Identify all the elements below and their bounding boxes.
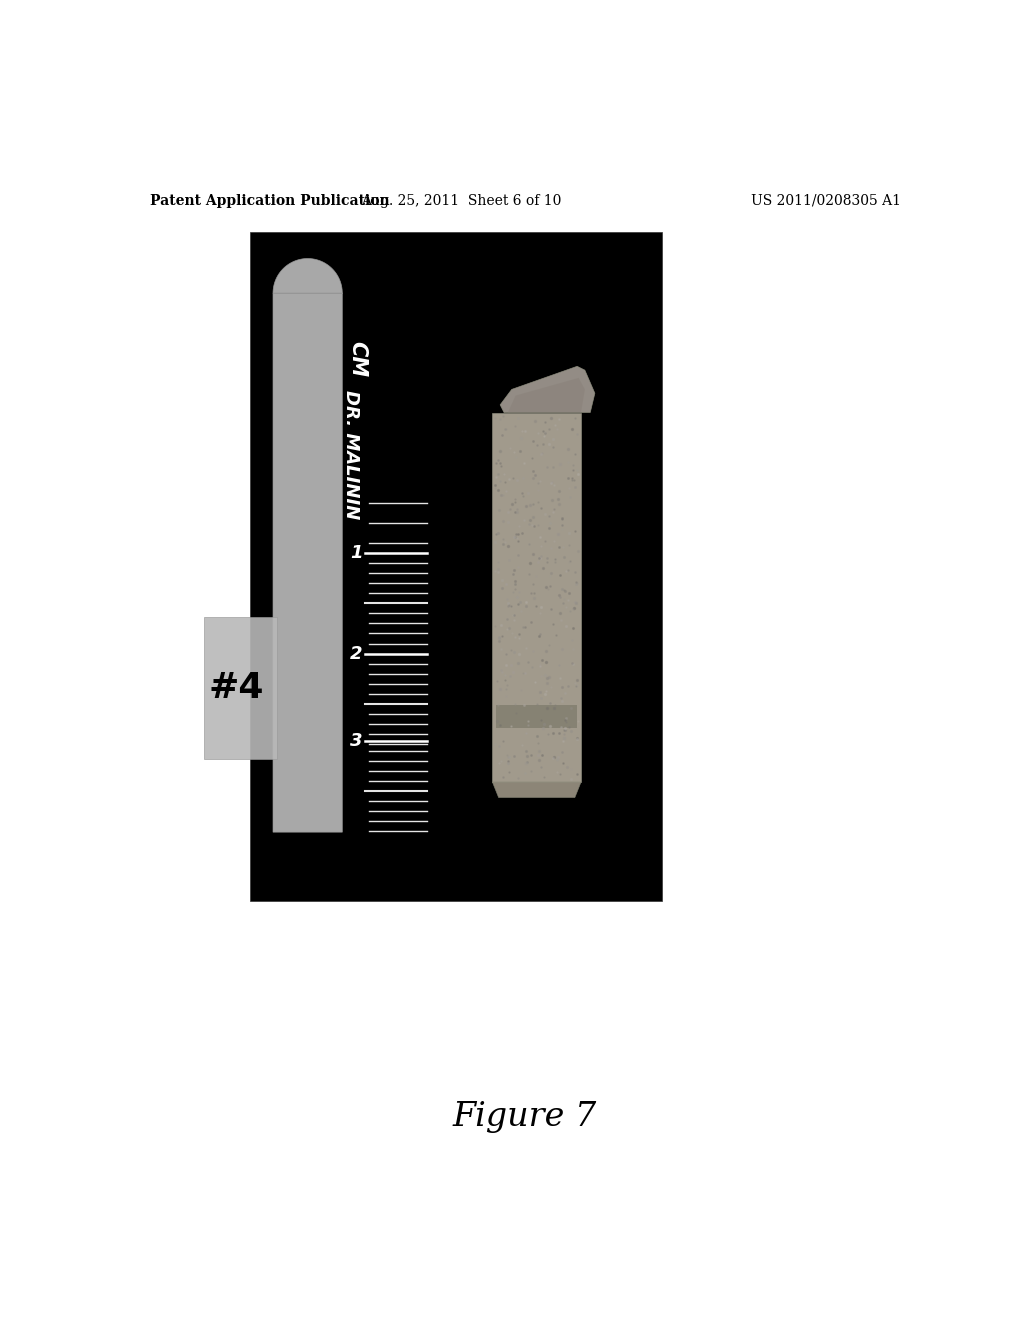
Text: Patent Application Publication: Patent Application Publication bbox=[150, 194, 389, 207]
Text: #4: #4 bbox=[209, 671, 264, 705]
Bar bbox=[250, 231, 662, 902]
Bar bbox=[497, 705, 578, 729]
Polygon shape bbox=[273, 259, 342, 832]
Polygon shape bbox=[500, 367, 595, 412]
Text: DR. MALININ: DR. MALININ bbox=[342, 391, 359, 520]
Polygon shape bbox=[493, 781, 581, 797]
Text: Aug. 25, 2011  Sheet 6 of 10: Aug. 25, 2011 Sheet 6 of 10 bbox=[361, 194, 562, 207]
Text: CM: CM bbox=[348, 341, 368, 376]
Text: 1: 1 bbox=[350, 544, 362, 562]
Text: US 2011/0208305 A1: US 2011/0208305 A1 bbox=[751, 194, 900, 207]
Text: 2: 2 bbox=[350, 645, 362, 663]
Text: Figure 7: Figure 7 bbox=[453, 1101, 597, 1133]
Bar bbox=[204, 616, 276, 759]
Text: 3: 3 bbox=[350, 733, 362, 750]
Bar bbox=[493, 413, 581, 781]
Polygon shape bbox=[508, 378, 585, 412]
